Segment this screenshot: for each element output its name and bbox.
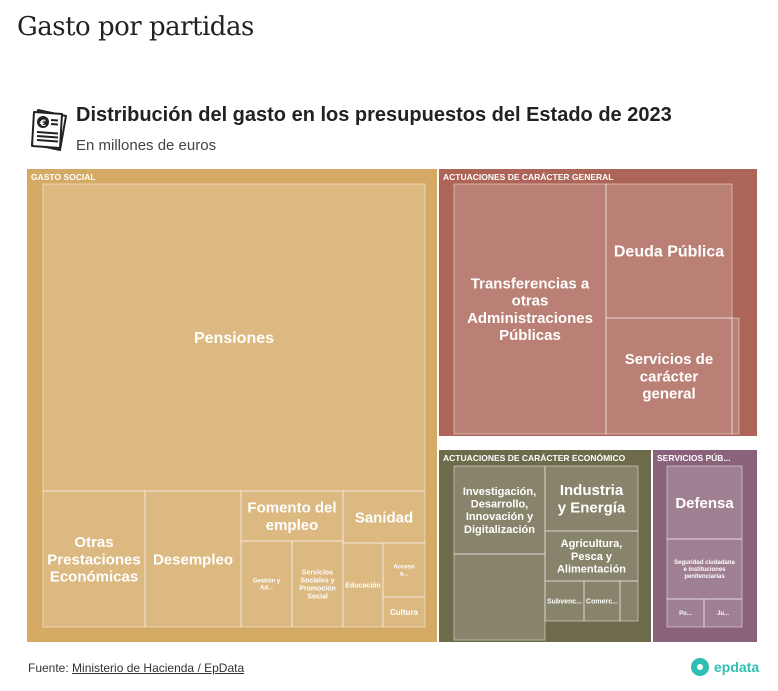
treemap-cell[interactable] [666, 598, 705, 628]
treemap-cell-label: Comerc... [586, 598, 618, 605]
treemap-cell-label: Cultura [390, 608, 419, 617]
epdata-logo-icon [691, 658, 709, 676]
treemap-cell[interactable] [342, 542, 384, 628]
source-link[interactable]: Ministerio de Hacienda / EpData [72, 661, 245, 675]
treemap-cell-label: Servicios de carácter general [625, 351, 713, 403]
treemap-group-rect [653, 450, 757, 642]
treemap-group-3[interactable]: SERVICIOS PÚB... Defensa Seguridad ciudada… [653, 450, 757, 642]
treemap-cell[interactable] [666, 465, 743, 540]
treemap-cell-label: Gestión y Ad... [253, 579, 281, 592]
treemap-cell-label: Transferencias a otras Administraciones Púb… [467, 275, 593, 344]
epdata-logo-text: epdata [714, 659, 760, 675]
treemap-group-2[interactable]: ACTUACIONES DE CARÁCTER ECONÓMICO Investi… [439, 450, 651, 642]
treemap-cell[interactable] [453, 183, 607, 435]
treemap-group-rect [439, 450, 651, 642]
treemap-cell-label: Investigación, Desarrollo, Innovación y Dig… [463, 486, 536, 536]
treemap-cell-label: Subvenc... [547, 598, 582, 605]
treemap-group-rect [439, 169, 757, 436]
treemap-cell-label: Educación [345, 582, 380, 589]
treemap-cell[interactable] [144, 490, 242, 628]
treemap-cell-label: Seguridad ciudadana e instituciones penite… [674, 560, 735, 580]
svg-text:€: € [39, 119, 46, 129]
chart-title: Distribución del gasto en los presupuest… [76, 104, 672, 126]
treemap-cell[interactable] [619, 580, 639, 622]
treemap-cell-label: Defensa [675, 495, 734, 512]
treemap-group-label: SERVICIOS PÚB... [657, 452, 731, 463]
treemap-cell[interactable] [666, 538, 743, 600]
treemap-cell-label: Acceso a... [393, 565, 415, 578]
treemap-group-label: ACTUACIONES DE CARÁCTER GENERAL [443, 172, 613, 182]
treemap-cell[interactable] [240, 490, 344, 542]
treemap-group-rect [27, 169, 437, 642]
treemap-cell[interactable] [583, 580, 621, 622]
treemap-cell-label: Pensiones [194, 330, 274, 347]
treemap-cell-label: Agricultura, Pesca y Alimentación [557, 538, 626, 575]
treemap-cell[interactable] [605, 183, 733, 319]
treemap-cell[interactable] [544, 530, 639, 582]
treemap-cell-label: Servicios Sociales y Promoción Social [299, 569, 336, 600]
treemap-cell-label: Ju... [717, 611, 729, 617]
treemap-cell[interactable] [42, 490, 146, 628]
treemap-cell[interactable] [342, 490, 426, 544]
treemap-cell[interactable] [731, 317, 740, 435]
chart-subtitle: En millones de euros [76, 137, 217, 154]
source-label: Fuente: [28, 661, 69, 675]
treemap-cell[interactable] [605, 317, 733, 435]
epdata-logo[interactable]: epdata [690, 657, 759, 677]
treemap-cell[interactable] [240, 540, 293, 628]
treemap-cell[interactable] [382, 596, 426, 628]
treemap-cell[interactable] [291, 540, 344, 628]
treemap-cell-label: Po... [679, 611, 692, 617]
treemap-cell-label: Otras Prestaciones Económicas [47, 534, 140, 586]
treemap-cell[interactable] [544, 580, 585, 622]
treemap-cell-label: Desempleo [153, 551, 233, 568]
treemap-group-label: GASTO SOCIAL [31, 172, 96, 182]
treemap-cell-label: Deuda Pública [614, 244, 724, 261]
treemap-group-label: ACTUACIONES DE CARÁCTER ECONÓMICO [443, 452, 626, 463]
treemap-cell[interactable] [703, 598, 743, 628]
treemap-group-0[interactable]: GASTO SOCIAL Pensiones Otras Prestaciones Ec… [27, 169, 437, 642]
document-euro-icon: € [31, 109, 67, 151]
treemap-cell[interactable] [453, 465, 546, 555]
treemap-cell[interactable] [453, 553, 546, 641]
treemap-cell[interactable] [382, 542, 426, 598]
page-title: Gasto por partidas [17, 12, 254, 42]
treemap-group-1[interactable]: ACTUACIONES DE CARÁCTER GENERAL Transfere… [439, 169, 757, 436]
treemap-chart: GASTO SOCIAL Pensiones Otras Prestaciones Ec… [27, 169, 757, 642]
treemap-cell-label: Fomento del empleo [247, 500, 336, 534]
treemap-cell-label: Industria y Energía [558, 482, 626, 516]
source-line: Fuente: Ministerio de Hacienda / EpData [28, 661, 244, 675]
treemap-cell[interactable] [42, 183, 426, 492]
treemap-cell[interactable] [544, 465, 639, 532]
treemap-cell-label: Sanidad [355, 509, 413, 526]
